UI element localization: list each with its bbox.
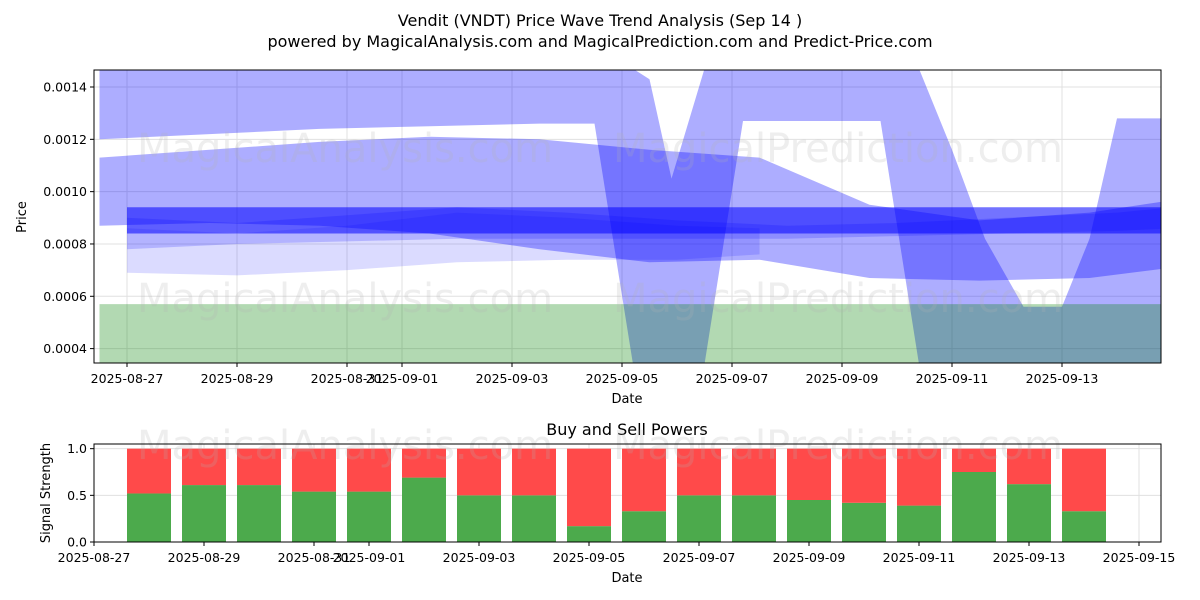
power-tick-label-x-4: 2025-09-03	[443, 550, 516, 565]
sell-bar-2025-08-28	[127, 448, 171, 494]
power-tick-label-x-7: 2025-09-09	[773, 550, 846, 565]
buy-bar-2025-09-11	[897, 505, 941, 542]
price-tick-label-x-9: 2025-09-13	[1026, 371, 1099, 386]
buy-bar-2025-09-12	[952, 472, 996, 542]
price-x-label: Date	[611, 392, 642, 407]
sell-bar-2025-09-03	[457, 448, 501, 496]
sell-bar-2025-09-09	[787, 448, 831, 500]
buy-bar-2025-09-05	[567, 526, 611, 542]
price-tick-label-x-5: 2025-09-05	[586, 371, 659, 386]
price-tick-label-x-8: 2025-09-11	[916, 371, 989, 386]
price-tick-label-x-4: 2025-09-03	[476, 371, 549, 386]
sell-bar-2025-09-10	[842, 448, 886, 503]
price-tick-label-y-1: 0.0006	[43, 289, 87, 304]
buy-bar-2025-09-01	[347, 491, 391, 542]
sell-bar-2025-09-01	[347, 448, 391, 492]
watermark-analysis-mid: MagicalAnalysis.com	[137, 276, 553, 322]
watermark-analysis-bottom: MagicalAnalysis.com	[137, 423, 553, 469]
price-tick-label-x-2: 2025-08-31	[311, 371, 384, 386]
price-tick-label-x-1: 2025-08-29	[201, 371, 274, 386]
sell-bar-2025-09-14	[1062, 448, 1106, 512]
sell-bar-2025-08-30	[237, 448, 281, 486]
buy-bar-2025-09-02	[402, 477, 446, 542]
price-tick-label-y-2: 0.0008	[43, 236, 87, 251]
buy-bar-2025-08-31	[292, 491, 336, 542]
watermark-prediction-bottom: MagicalPrediction.com	[613, 423, 1063, 469]
power-y-label: Signal Strength	[39, 443, 54, 543]
price-y-label: Price	[15, 201, 30, 233]
buy-bar-2025-09-10	[842, 502, 886, 542]
sell-bar-2025-09-02	[402, 448, 446, 478]
sell-bar-2025-09-06	[622, 448, 666, 512]
price-band-trend-line	[127, 207, 1161, 234]
price-tick-label-x-6: 2025-09-07	[696, 371, 769, 386]
price-tick-label-y-3: 0.0010	[43, 184, 87, 199]
buy-bar-2025-09-07	[677, 495, 721, 542]
sell-bar-2025-09-11	[897, 448, 941, 506]
buy-bar-2025-09-06	[622, 511, 666, 542]
sell-bar-2025-09-05	[567, 448, 611, 527]
power-tick-label-x-8: 2025-09-11	[883, 550, 956, 565]
buy-bar-2025-09-08	[732, 495, 776, 542]
power-tick-label-x-2: 2025-08-31	[278, 550, 351, 565]
price-panel: MagicalAnalysis.com MagicalPrediction.co…	[15, 69, 1162, 407]
power-x-label: Date	[611, 571, 642, 586]
buy-bar-2025-09-13	[1007, 484, 1051, 542]
buy-bar-2025-09-09	[787, 500, 831, 542]
sell-bar-2025-08-31	[292, 448, 336, 492]
sell-bar-2025-09-12	[952, 448, 996, 472]
power-tick-label-x-1: 2025-08-29	[168, 550, 241, 565]
power-tick-label-x-5: 2025-09-05	[553, 550, 626, 565]
sell-bar-2025-09-04	[512, 448, 556, 496]
sell-bar-2025-09-13	[1007, 448, 1051, 485]
price-tick-label-y-4: 0.0012	[43, 132, 87, 147]
sell-bar-2025-09-08	[732, 448, 776, 496]
price-tick-label-x-0: 2025-08-27	[91, 371, 164, 386]
power-tick-label-x-0: 2025-08-27	[58, 550, 131, 565]
power-bars	[127, 448, 1106, 542]
power-tick-label-x-6: 2025-09-07	[663, 550, 736, 565]
power-panel-title: Buy and Sell Powers	[546, 420, 708, 439]
price-tick-label-x-7: 2025-09-09	[806, 371, 879, 386]
buy-bar-2025-09-14	[1062, 511, 1106, 542]
buy-bar-2025-09-04	[512, 495, 556, 542]
power-tick-label-x-9: 2025-09-13	[993, 550, 1066, 565]
chart-title-line2: powered by MagicalAnalysis.com and Magic…	[267, 32, 932, 51]
price-bands	[99, 70, 1161, 363]
power-panel: Buy and Sell Powers MagicalAnalysis.com …	[39, 420, 1175, 586]
price-tick-label-y-5: 0.0014	[43, 80, 87, 95]
buy-bar-2025-09-03	[457, 495, 501, 542]
power-tick-label-y-1: 0.5	[67, 488, 87, 503]
watermark-analysis-top: MagicalAnalysis.com	[137, 126, 553, 172]
buy-bar-2025-08-30	[237, 485, 281, 542]
watermark-prediction-mid: MagicalPrediction.com	[613, 276, 1063, 322]
price-axis-ticks: 0.0004 0.0006 0.0008 0.0010 0.0012 0.0014 2025…	[43, 80, 1098, 386]
power-tick-label-y-0: 0.0	[67, 535, 87, 550]
power-tick-label-y-2: 1.0	[67, 441, 87, 456]
price-tick-label-y-0: 0.0004	[43, 341, 87, 356]
sell-bar-2025-08-29	[182, 448, 226, 486]
price-tick-label-x-3: 2025-09-01	[366, 371, 439, 386]
price-panel-frame	[93, 69, 1162, 364]
buy-bar-2025-08-29	[182, 485, 226, 542]
buy-bar-2025-08-28	[127, 493, 171, 542]
power-tick-label-x-10: 2025-09-15	[1103, 550, 1176, 565]
power-tick-label-x-3: 2025-09-01	[333, 550, 406, 565]
sell-bar-2025-09-07	[677, 448, 721, 496]
power-panel-frame	[93, 443, 1162, 543]
chart-title-line1: Vendit (VNDT) Price Wave Trend Analysis …	[398, 11, 802, 30]
price-band-support	[99, 304, 1161, 363]
watermark-prediction-top: MagicalPrediction.com	[613, 126, 1063, 172]
